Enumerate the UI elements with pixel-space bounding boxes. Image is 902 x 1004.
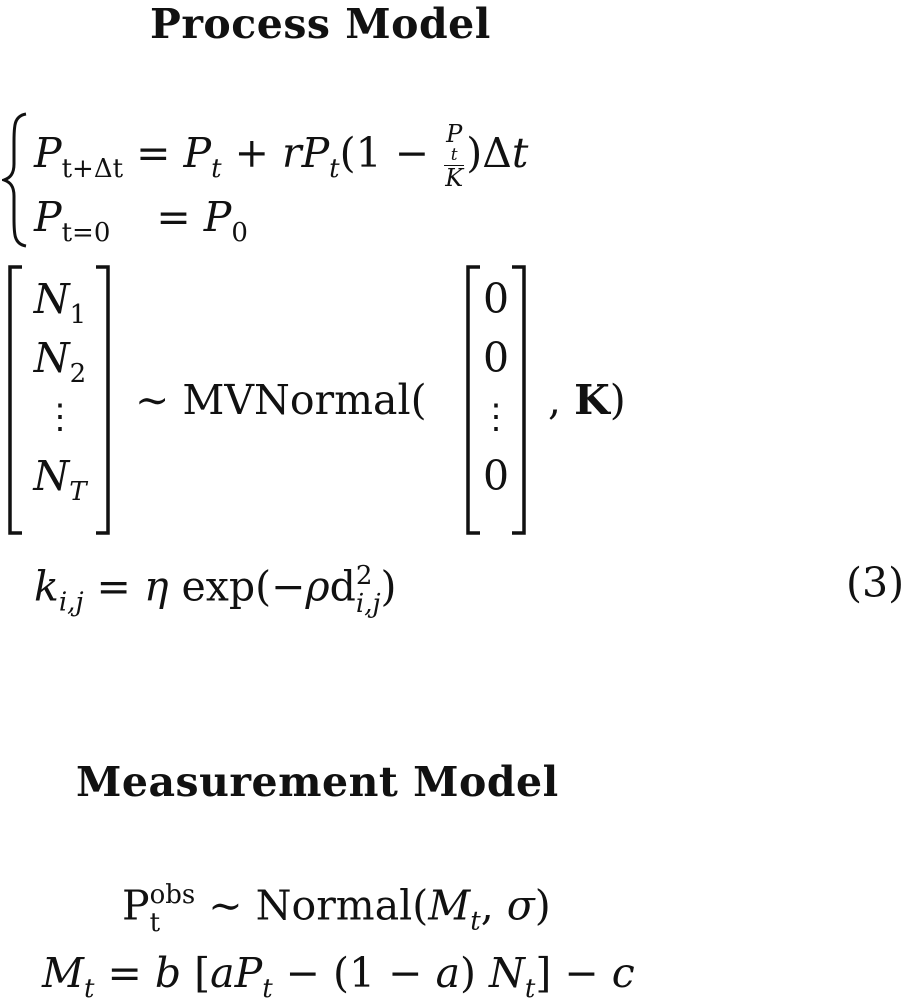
mvnormal-text: ∼ MVNormal( [135,376,427,424]
zero-entry-vdots: ⋮ [479,397,513,437]
equation-number: (3) [846,559,902,607]
vector-entry-n1: N1 [33,275,87,330]
zero-entry: 0 [482,452,510,500]
covariance-argument: , K) [548,376,626,424]
vector-entry-n2: N2 [33,334,87,389]
measurement-model-heading: Measurement Model [76,758,559,806]
left-brace [2,112,27,248]
right-vector-brackets [466,265,526,535]
left-vector-brackets [8,265,110,535]
covariance-matrix-k: K [574,376,610,424]
kernel-equation: ki,j = η exp(−ρd 2 i,j) [34,561,397,619]
initial-condition-equation: Pt=0 = P0 [34,193,248,248]
zero-entry: 0 [482,275,510,323]
zero-entry: 0 [482,334,510,382]
measurement-mean-equation: Mt = b [aPt − (1 − a) Nt] − c [42,949,635,1004]
process-model-heading: Process Model [150,0,491,48]
zero-vector: 0 0 ⋮ 0 [474,270,518,506]
vector-entry-nt: NT [33,452,87,507]
vector-entry-vdots: ⋮ [43,397,77,437]
left-vector: N1 N2 ⋮ NT [20,270,100,507]
